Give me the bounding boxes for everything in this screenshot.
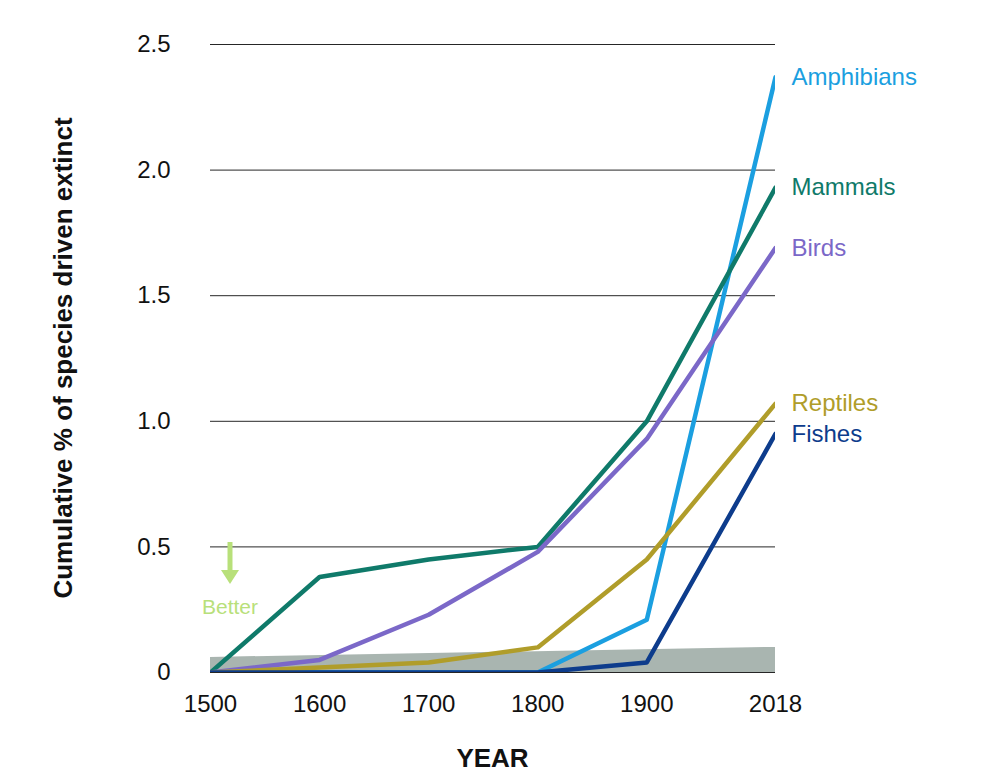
svg-text:0.5: 0.5 bbox=[137, 533, 170, 560]
svg-text:Amphibians: Amphibians bbox=[792, 63, 917, 90]
svg-text:1500: 1500 bbox=[184, 690, 237, 717]
svg-text:YEAR: YEAR bbox=[456, 743, 528, 773]
svg-text:2018: 2018 bbox=[749, 690, 802, 717]
svg-text:0: 0 bbox=[157, 658, 170, 685]
svg-text:Reptiles: Reptiles bbox=[792, 389, 879, 416]
svg-text:Better: Better bbox=[202, 595, 258, 618]
svg-text:1.0: 1.0 bbox=[137, 407, 170, 434]
svg-text:Cumulative % of species driven: Cumulative % of species driven extinct bbox=[48, 117, 78, 598]
svg-text:1.5: 1.5 bbox=[137, 281, 170, 308]
svg-text:Fishes: Fishes bbox=[792, 420, 863, 447]
svg-text:Mammals: Mammals bbox=[792, 173, 896, 200]
svg-text:1800: 1800 bbox=[511, 690, 564, 717]
svg-text:Birds: Birds bbox=[792, 234, 847, 261]
svg-text:1600: 1600 bbox=[293, 690, 346, 717]
svg-text:1900: 1900 bbox=[620, 690, 673, 717]
svg-text:2.0: 2.0 bbox=[137, 156, 170, 183]
svg-text:2.5: 2.5 bbox=[137, 30, 170, 57]
svg-text:1700: 1700 bbox=[402, 690, 455, 717]
